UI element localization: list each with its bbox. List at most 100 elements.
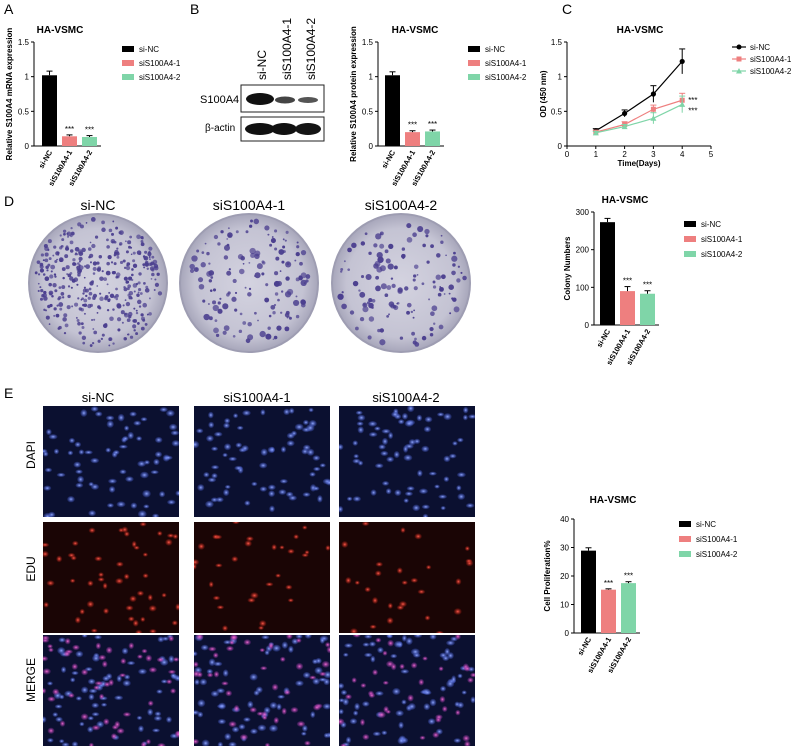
colony <box>82 292 85 295</box>
edu-nucleus <box>368 692 376 699</box>
y-tick-label: 300 <box>576 208 590 217</box>
colony <box>384 293 389 298</box>
nucleus <box>457 701 464 709</box>
nucleus <box>403 454 413 461</box>
colony <box>61 267 66 271</box>
colony <box>139 292 143 295</box>
colony <box>125 301 131 307</box>
colony <box>73 262 77 266</box>
colony <box>76 283 79 286</box>
nucleus <box>407 406 415 413</box>
chart-title: HA-VSMC <box>392 25 439 36</box>
colony <box>247 321 252 327</box>
colony <box>99 276 104 281</box>
edu-nucleus <box>398 600 407 608</box>
nucleus <box>400 669 410 674</box>
colony <box>279 270 282 273</box>
edu-nucleus <box>375 637 382 643</box>
nucleus <box>318 677 327 682</box>
nucleus <box>106 503 114 508</box>
colony <box>123 276 128 281</box>
legend-entry: siS100A4-2 <box>485 73 527 82</box>
colony <box>392 304 397 309</box>
nucleus <box>374 463 384 469</box>
nucleus <box>216 688 225 694</box>
nucleus <box>456 472 466 478</box>
edu-nucleus <box>208 646 217 652</box>
edu-col-label-si1: siS100A4-1 <box>223 390 290 405</box>
colony <box>379 328 385 333</box>
colony <box>127 240 132 245</box>
colony <box>267 326 271 330</box>
edu-nucleus <box>281 707 287 715</box>
edu-nucleus <box>142 552 148 557</box>
colony <box>52 283 57 288</box>
edu-nucleus <box>147 594 153 601</box>
data-point <box>592 129 599 136</box>
colony <box>89 344 93 347</box>
colony <box>98 306 102 310</box>
colony <box>368 297 373 303</box>
colony <box>43 296 48 301</box>
colony <box>234 308 238 312</box>
legend-entry: siS100A4-2 <box>696 550 738 559</box>
colony <box>119 260 124 265</box>
colony <box>359 291 366 298</box>
nucleus <box>257 724 267 732</box>
colony <box>88 287 92 291</box>
edu-nucleus <box>401 580 408 585</box>
y-tick-label: 100 <box>576 283 590 292</box>
edu-nucleus <box>70 555 77 561</box>
colony <box>443 293 446 295</box>
edu-nucleus <box>216 605 225 610</box>
nucleus <box>122 436 129 442</box>
colony <box>429 326 434 332</box>
colony <box>377 328 381 333</box>
colony <box>295 295 298 298</box>
nucleus <box>77 475 85 483</box>
colony <box>74 302 79 307</box>
colony <box>453 306 460 313</box>
bar-2 <box>82 136 97 146</box>
colony <box>208 316 213 321</box>
nucleus <box>470 696 475 704</box>
series-line-2 <box>595 103 683 134</box>
colony <box>343 260 346 263</box>
nucleus <box>43 716 47 723</box>
colony <box>365 273 372 281</box>
colony <box>58 302 64 307</box>
nucleus <box>357 460 364 466</box>
nucleus <box>143 504 150 509</box>
colony <box>91 243 96 249</box>
nucleus <box>461 690 467 695</box>
colony <box>197 277 204 283</box>
colony <box>80 307 84 312</box>
colony <box>54 260 58 264</box>
colony <box>45 309 47 312</box>
nucleus <box>52 712 59 717</box>
colony <box>235 230 239 234</box>
edu-nucleus <box>321 660 330 668</box>
edu-nucleus <box>72 644 80 651</box>
nucleus <box>150 470 159 475</box>
colony <box>87 296 91 300</box>
edu-nucleus <box>168 635 175 642</box>
colony <box>269 243 273 247</box>
nucleus <box>413 635 423 638</box>
nucleus <box>84 450 93 455</box>
nucleus <box>87 716 94 721</box>
nucleus <box>269 446 275 453</box>
nucleus <box>357 426 364 434</box>
colony <box>424 228 430 235</box>
nucleus <box>391 411 399 418</box>
colony <box>133 319 138 323</box>
data-point <box>679 58 685 65</box>
colony <box>122 259 126 263</box>
edu-nucleus <box>231 556 239 562</box>
edu-nucleus <box>247 597 256 603</box>
colony <box>276 325 282 331</box>
nucleus <box>159 407 168 413</box>
nucleus <box>206 668 213 675</box>
colony <box>386 285 392 290</box>
colony <box>421 282 425 286</box>
